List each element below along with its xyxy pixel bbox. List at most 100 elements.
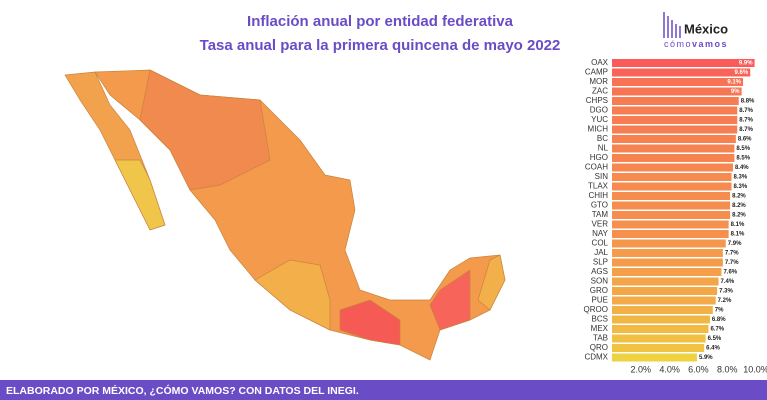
y-tick-label: COL [592, 239, 609, 248]
y-tick-label: CHIH [588, 191, 608, 200]
value-label: 8.2% [732, 203, 746, 209]
chart-subtitle: Tasa anual para la primera quincena de m… [200, 37, 561, 54]
bar [612, 353, 697, 362]
x-tick-label: 6.0% [688, 364, 709, 374]
y-tick-label: ZAC [592, 87, 608, 96]
value-label: 8.2% [732, 213, 746, 219]
bar [612, 201, 731, 210]
value-label: 8.5% [736, 156, 750, 162]
x-tick-label: 4.0% [659, 364, 680, 374]
y-tick-label: VER [592, 220, 609, 229]
y-tick-label: JAL [594, 248, 608, 257]
y-tick-label: MICH [588, 125, 609, 134]
value-label: 8.7% [739, 127, 753, 133]
value-label: 9% [731, 89, 740, 95]
footer-text: ELABORADO POR MÉXICO, ¿CÓMO VAMOS? CON D… [6, 384, 359, 397]
logo-bars [663, 12, 681, 38]
y-tick-label: CHPS [586, 96, 608, 105]
bar [612, 277, 719, 286]
value-label: 8.6% [738, 137, 752, 143]
value-label: 8.3% [734, 175, 748, 181]
y-tick-label: NAY [592, 229, 609, 238]
logo-name: México [684, 21, 728, 36]
map-center [254, 259, 331, 331]
value-label: 9.1% [727, 80, 741, 86]
y-tick-label: OAX [591, 58, 609, 67]
logo-tag-bold: vamos [692, 39, 728, 49]
value-label: 5.9% [699, 355, 713, 361]
value-label: 7.7% [725, 260, 739, 266]
bar [612, 239, 726, 248]
value-label: 9.6% [735, 70, 749, 76]
value-label: 7.2% [718, 298, 732, 304]
bar [612, 97, 739, 105]
value-label: 6.5% [708, 336, 722, 342]
value-label: 8.1% [731, 222, 745, 228]
bar [612, 296, 716, 305]
y-tick-label: HGO [590, 153, 608, 162]
map-camp [429, 269, 471, 331]
y-tick-label: PUE [592, 296, 608, 305]
value-label: 6.8% [712, 317, 726, 323]
map-qroo [477, 254, 506, 311]
value-label: 8.8% [741, 99, 755, 105]
value-label: 6.7% [710, 327, 724, 333]
bar [612, 182, 732, 191]
map-bcs [114, 159, 166, 231]
value-label: 8.7% [739, 108, 753, 114]
bar [612, 211, 731, 219]
value-label: 8.3% [734, 184, 748, 190]
bar [612, 315, 710, 324]
bar [612, 334, 706, 343]
x-tick-label: 10.0% [743, 364, 767, 374]
bar [612, 78, 744, 86]
y-tick-label: QROO [584, 305, 608, 314]
y-tick-label: MOR [589, 77, 608, 86]
bar [612, 192, 731, 200]
bar [612, 325, 709, 333]
bar [612, 220, 729, 229]
value-label: 7.7% [725, 251, 739, 257]
bar [612, 87, 742, 96]
y-tick-label: TAB [593, 334, 608, 343]
value-label: 7.6% [723, 270, 737, 276]
y-tick-label: TLAX [588, 182, 609, 191]
value-label: 7.9% [728, 241, 742, 247]
y-tick-label: YUC [591, 115, 608, 124]
bar [612, 135, 736, 143]
value-label: 8.1% [731, 232, 745, 238]
bar [612, 68, 751, 77]
value-label: 6.4% [706, 346, 720, 352]
bar [612, 163, 733, 172]
value-label: 8.4% [735, 165, 749, 171]
y-tick-label: SLP [593, 258, 608, 267]
y-tick-label: AGS [591, 267, 608, 276]
map-north [139, 69, 271, 191]
y-tick-label: SON [591, 277, 609, 286]
y-tick-label: DGO [590, 106, 608, 115]
value-label: 7.4% [721, 279, 735, 285]
bar [612, 230, 729, 238]
logo-tag: cómovamos [664, 39, 728, 49]
bar [612, 106, 738, 115]
bar [612, 116, 738, 124]
y-tick-label: CAMP [585, 68, 608, 77]
bar [612, 268, 722, 276]
y-tick-label: GTO [591, 201, 608, 210]
value-label: 7% [715, 308, 724, 314]
bar [612, 258, 723, 267]
y-tick-label: NL [598, 144, 609, 153]
chart-title: Inflación anual por entidad federativa [247, 13, 514, 30]
y-tick-label: TAM [592, 210, 609, 219]
bar [612, 173, 732, 181]
x-tick-label: 8.0% [717, 364, 738, 374]
map-oax [339, 299, 401, 346]
bar [612, 154, 735, 162]
bar [612, 287, 718, 295]
logo: México cómovamos [663, 12, 728, 49]
value-label: 9.9% [739, 61, 753, 67]
x-tick-label: 2.0% [631, 364, 652, 374]
y-tick-label: QRO [590, 343, 608, 352]
